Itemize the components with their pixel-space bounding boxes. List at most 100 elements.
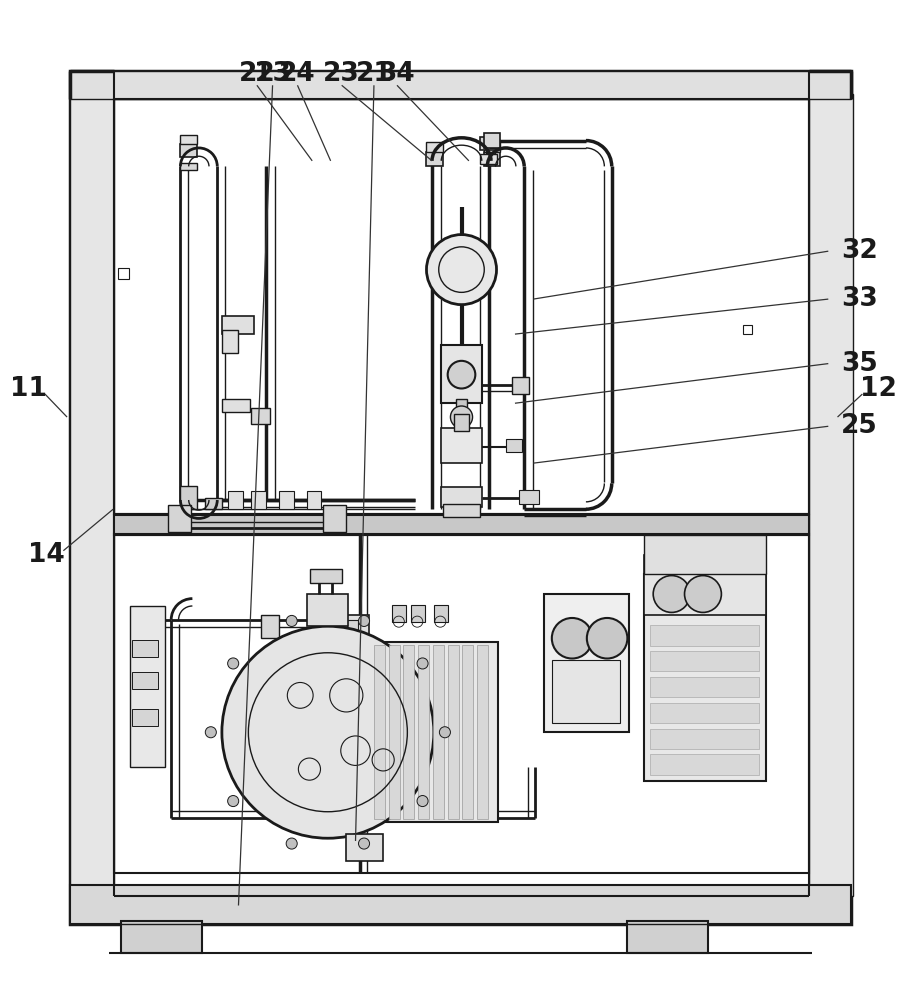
Text: 21: 21 — [355, 61, 392, 87]
Text: 25: 25 — [841, 413, 878, 439]
Bar — [462, 645, 473, 819]
Text: 12: 12 — [859, 376, 896, 402]
Bar — [347, 620, 358, 640]
Bar — [454, 414, 469, 431]
Bar — [448, 645, 459, 819]
Bar — [506, 439, 522, 452]
Bar — [222, 330, 238, 353]
Bar — [651, 677, 760, 697]
Text: 22: 22 — [238, 61, 275, 87]
Bar — [651, 729, 760, 749]
Text: 14: 14 — [29, 542, 66, 568]
Bar — [114, 515, 809, 535]
Circle shape — [358, 838, 369, 849]
Bar — [441, 345, 482, 403]
Bar — [392, 605, 406, 622]
Bar — [121, 921, 201, 953]
Bar — [228, 491, 243, 509]
Bar — [114, 99, 809, 514]
Bar — [323, 505, 346, 532]
Bar — [434, 605, 448, 622]
Bar — [346, 834, 383, 861]
Circle shape — [587, 618, 628, 659]
Circle shape — [228, 796, 239, 807]
Bar — [484, 133, 500, 148]
Circle shape — [685, 576, 722, 612]
Text: 23: 23 — [323, 61, 360, 87]
Text: 32: 32 — [841, 238, 878, 264]
Text: 33: 33 — [841, 286, 878, 312]
Bar — [480, 154, 497, 164]
Bar — [651, 625, 760, 646]
Bar — [70, 94, 114, 896]
Bar — [651, 651, 760, 671]
Bar — [310, 569, 342, 583]
Bar — [330, 620, 342, 640]
Bar — [552, 660, 620, 723]
Bar — [545, 594, 629, 732]
Circle shape — [417, 796, 428, 807]
Bar — [403, 645, 414, 819]
Bar — [180, 486, 197, 509]
Bar — [133, 640, 158, 657]
Bar — [180, 163, 197, 170]
Bar — [426, 142, 443, 152]
Circle shape — [222, 626, 434, 838]
Bar — [180, 135, 197, 144]
Bar — [70, 71, 851, 99]
Bar — [306, 491, 321, 509]
Text: 35: 35 — [841, 351, 878, 377]
Bar — [480, 137, 497, 150]
Bar — [222, 316, 254, 334]
Bar — [180, 144, 197, 157]
Bar — [484, 142, 500, 152]
Bar — [205, 498, 222, 509]
Bar — [114, 534, 809, 873]
Text: 11: 11 — [10, 376, 47, 402]
Bar — [644, 555, 766, 615]
Circle shape — [552, 618, 593, 659]
Bar — [484, 152, 500, 166]
Circle shape — [426, 235, 497, 305]
Text: 24: 24 — [279, 61, 316, 87]
Bar — [651, 754, 760, 775]
Text: 34: 34 — [378, 61, 415, 87]
Bar — [260, 615, 279, 638]
Bar — [411, 605, 425, 622]
Circle shape — [228, 658, 239, 669]
Bar — [133, 709, 158, 726]
Bar — [328, 642, 498, 822]
Bar — [130, 606, 164, 767]
Circle shape — [358, 615, 369, 626]
Bar — [114, 515, 809, 535]
Bar — [251, 408, 270, 424]
Bar — [519, 490, 539, 504]
Circle shape — [653, 576, 690, 612]
Bar — [306, 594, 348, 626]
Bar — [70, 885, 851, 924]
Bar — [441, 487, 482, 507]
Bar — [743, 325, 752, 334]
Bar — [279, 491, 294, 509]
Bar — [70, 71, 851, 924]
Bar — [443, 504, 480, 517]
Bar — [133, 672, 158, 689]
Text: 13: 13 — [254, 61, 291, 87]
Circle shape — [448, 361, 475, 388]
Bar — [168, 505, 191, 532]
Circle shape — [417, 658, 428, 669]
Bar — [512, 377, 529, 394]
Bar — [389, 645, 400, 819]
Bar — [328, 615, 369, 643]
Circle shape — [450, 406, 473, 428]
Circle shape — [286, 838, 297, 849]
Bar — [374, 645, 385, 819]
Bar — [456, 399, 467, 408]
Bar — [222, 399, 249, 412]
Bar — [809, 94, 853, 896]
Bar — [418, 645, 429, 819]
Circle shape — [286, 615, 297, 626]
Circle shape — [439, 727, 450, 738]
Bar — [644, 535, 766, 574]
Bar — [433, 645, 444, 819]
